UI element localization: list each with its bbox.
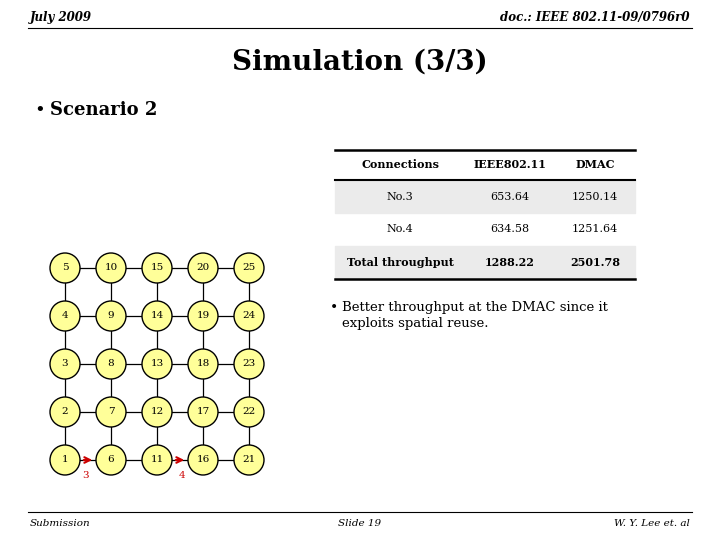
Text: •: • [34, 101, 45, 119]
Text: 1250.14: 1250.14 [572, 192, 618, 201]
Text: 11: 11 [150, 456, 163, 464]
Circle shape [188, 301, 218, 331]
Text: 9: 9 [108, 312, 114, 321]
Text: 4: 4 [62, 312, 68, 321]
Text: W. Y. Lee et. al: W. Y. Lee et. al [614, 518, 690, 528]
Text: DMAC: DMAC [575, 159, 615, 171]
Circle shape [50, 301, 80, 331]
Bar [335, 246, 635, 279]
Text: 8: 8 [108, 360, 114, 368]
Text: Submission: Submission [30, 518, 91, 528]
Text: 19: 19 [197, 312, 210, 321]
Circle shape [50, 445, 80, 475]
Text: 2501.78: 2501.78 [570, 257, 620, 268]
Bar [335, 180, 635, 213]
Text: No.4: No.4 [387, 225, 413, 234]
Text: exploits spatial reuse.: exploits spatial reuse. [342, 316, 488, 329]
Text: Better throughput at the DMAC since it: Better throughput at the DMAC since it [342, 300, 608, 314]
Circle shape [142, 253, 172, 283]
Circle shape [96, 397, 126, 427]
Text: 10: 10 [104, 264, 117, 273]
Text: 22: 22 [243, 408, 256, 416]
Text: 5: 5 [62, 264, 68, 273]
Text: 16: 16 [197, 456, 210, 464]
Circle shape [142, 301, 172, 331]
Circle shape [96, 301, 126, 331]
Text: 4: 4 [179, 471, 185, 481]
Text: 25: 25 [243, 264, 256, 273]
Text: 20: 20 [197, 264, 210, 273]
Circle shape [188, 397, 218, 427]
Text: July 2009: July 2009 [30, 10, 92, 24]
Text: 17: 17 [197, 408, 210, 416]
Circle shape [50, 397, 80, 427]
Text: 24: 24 [243, 312, 256, 321]
Text: Simulation (3/3): Simulation (3/3) [232, 49, 488, 76]
Text: 1288.22: 1288.22 [485, 257, 535, 268]
Circle shape [142, 445, 172, 475]
Text: 2: 2 [62, 408, 68, 416]
Text: Total throughput: Total throughput [346, 257, 454, 268]
Circle shape [96, 253, 126, 283]
Text: 21: 21 [243, 456, 256, 464]
Circle shape [188, 349, 218, 379]
Circle shape [234, 301, 264, 331]
Text: •: • [330, 300, 338, 314]
Text: 14: 14 [150, 312, 163, 321]
Circle shape [234, 397, 264, 427]
Circle shape [96, 445, 126, 475]
Circle shape [50, 253, 80, 283]
Text: 3: 3 [62, 360, 68, 368]
Text: 23: 23 [243, 360, 256, 368]
Text: 653.64: 653.64 [490, 192, 530, 201]
Circle shape [188, 445, 218, 475]
Text: 18: 18 [197, 360, 210, 368]
Circle shape [234, 445, 264, 475]
Text: 3: 3 [83, 471, 89, 481]
Circle shape [234, 253, 264, 283]
Text: 12: 12 [150, 408, 163, 416]
Text: 6: 6 [108, 456, 114, 464]
Text: 13: 13 [150, 360, 163, 368]
Text: 634.58: 634.58 [490, 225, 530, 234]
Text: Slide 19: Slide 19 [338, 518, 382, 528]
Text: IEEE802.11: IEEE802.11 [474, 159, 546, 171]
Circle shape [234, 349, 264, 379]
Text: Connections: Connections [361, 159, 439, 171]
Circle shape [50, 349, 80, 379]
Circle shape [142, 349, 172, 379]
Text: doc.: IEEE 802.11-09/0796r0: doc.: IEEE 802.11-09/0796r0 [500, 10, 690, 24]
Text: 1: 1 [62, 456, 68, 464]
Text: 7: 7 [108, 408, 114, 416]
Circle shape [96, 349, 126, 379]
Circle shape [142, 397, 172, 427]
Text: No.3: No.3 [387, 192, 413, 201]
Circle shape [188, 253, 218, 283]
Text: Scenario 2: Scenario 2 [50, 101, 158, 119]
Text: 1251.64: 1251.64 [572, 225, 618, 234]
Text: 15: 15 [150, 264, 163, 273]
